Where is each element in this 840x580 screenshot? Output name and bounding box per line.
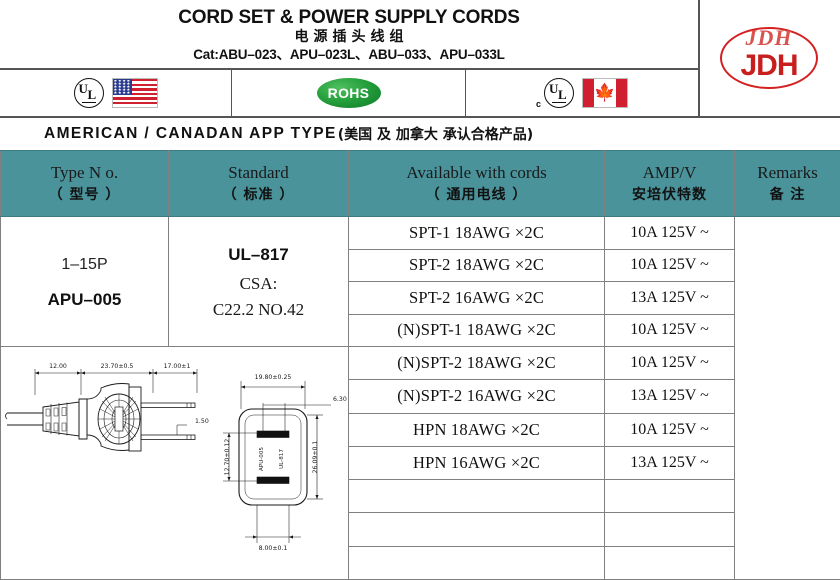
cell-standard: UL–817 CSA: C22.2 NO.42 <box>169 217 349 347</box>
page-title-en: CORD SET & POWER SUPPLY CORDS <box>178 7 520 29</box>
type-no-line2: APU–005 <box>1 284 168 316</box>
label-type-no: APU-005 <box>259 447 265 471</box>
cell-amp <box>605 480 735 513</box>
cell-remarks <box>735 217 840 580</box>
col-header-cords-en: Available with cords <box>349 161 604 186</box>
cell-cord <box>349 513 605 546</box>
cert-ul-us: ★★★★★★★★★★★★★★★★★★★★★★★★★★★★ <box>0 70 232 116</box>
dim-front-slot: 6.30±0.05 <box>333 396 347 403</box>
cell-cord: HPN 18AWG ×2C <box>349 413 605 446</box>
cell-amp: 13A 125V ~ <box>605 380 735 413</box>
standard-line3: C22.2 NO.42 <box>169 297 348 323</box>
cell-cord: (N)SPT-1 18AWG ×2C <box>349 314 605 347</box>
cert-cul-canada: c 🍁 <box>466 70 698 116</box>
app-type-en: AMERICAN / CANADAN APP TYPE <box>44 125 337 143</box>
cell-cord: (N)SPT-2 18AWG ×2C <box>349 347 605 380</box>
cell-amp: 13A 125V ~ <box>605 446 735 479</box>
col-header-remarks-cn: 备 注 <box>735 185 840 206</box>
cell-amp: 10A 125V ~ <box>605 314 735 347</box>
cell-amp: 10A 125V ~ <box>605 217 735 250</box>
cell-cord <box>349 480 605 513</box>
app-type-cn: (美国 及 加拿大 承认合格产品) <box>338 124 533 144</box>
label-standard: UL-817 <box>279 449 285 469</box>
table-header-row: Type N o. （ 型号 ） Standard （ 标准 ） Availab… <box>1 151 840 217</box>
dim-side-b: 23.70±0.5 <box>101 363 134 370</box>
certification-row: ★★★★★★★★★★★★★★★★★★★★★★★★★★★★ ROHS c 🍁 <box>0 70 698 116</box>
title-area: CORD SET & POWER SUPPLY CORDS 电源插头线组 Cat… <box>0 0 698 70</box>
dim-side-d: 1.50 <box>195 418 209 425</box>
cell-amp: 10A 125V ~ <box>605 347 735 380</box>
specification-table: Type N o. （ 型号 ） Standard （ 标准 ） Availab… <box>0 150 840 580</box>
table-row: 12.00 23.70±0.5 17.00±1 1.50 19.80±0.25 … <box>1 347 840 380</box>
col-header-standard: Standard （ 标准 ） <box>169 151 349 217</box>
plug-drawing-svg: 12.00 23.70±0.5 17.00±1 1.50 19.80±0.25 … <box>1 347 347 579</box>
cell-cord: SPT-2 16AWG ×2C <box>349 282 605 315</box>
dim-side-a: 12.00 <box>49 363 67 370</box>
type-no-line1: 1–15P <box>1 247 168 284</box>
standard-line1: UL–817 <box>169 239 348 270</box>
sheet-header: CORD SET & POWER SUPPLY CORDS 电源插头线组 Cat… <box>0 0 840 118</box>
cell-amp <box>605 513 735 546</box>
united-states-flag-icon: ★★★★★★★★★★★★★★★★★★★★★★★★★★★★ <box>112 78 158 108</box>
cell-amp: 10A 125V ~ <box>605 413 735 446</box>
dim-front-left: 12.70±0.12 <box>224 439 231 476</box>
dim-front-bottom: 8.00±0.1 <box>259 545 288 552</box>
cell-cord: SPT-1 18AWG ×2C <box>349 217 605 250</box>
logo-script-text: JDH <box>714 25 824 51</box>
rohs-icon: ROHS <box>317 78 381 108</box>
cert-rohs: ROHS <box>232 70 466 116</box>
cell-cord: (N)SPT-2 16AWG ×2C <box>349 380 605 413</box>
cell-cord: SPT-2 18AWG ×2C <box>349 249 605 282</box>
technical-drawing: 12.00 23.70±0.5 17.00±1 1.50 19.80±0.25 … <box>1 347 347 579</box>
cul-icon <box>544 78 574 108</box>
col-header-cords-cn: （ 通用电线 ） <box>349 185 604 206</box>
cul-prefix-label: c <box>536 99 541 109</box>
logo-bold-text: JDH <box>714 49 824 83</box>
cell-technical-drawing: 12.00 23.70±0.5 17.00±1 1.50 19.80±0.25 … <box>1 347 349 580</box>
col-header-cords: Available with cords （ 通用电线 ） <box>349 151 605 217</box>
col-header-amp-cn: 安培伏特数 <box>605 185 734 206</box>
dim-front-width: 19.80±0.25 <box>255 374 292 381</box>
canada-flag-icon: 🍁 <box>582 78 628 108</box>
catalog-numbers: Cat:ABU–023、APU–023L、ABU–033、APU–033L <box>193 47 504 64</box>
cell-amp: 13A 125V ~ <box>605 282 735 315</box>
col-header-standard-cn: （ 标准 ） <box>169 185 348 206</box>
col-header-type-no-en: Type N o. <box>1 161 168 186</box>
app-type-banner: AMERICAN / CANADAN APP TYPE (美国 及 加拿大 承认… <box>0 118 840 150</box>
col-header-type-no-cn: （ 型号 ） <box>1 185 168 206</box>
col-header-standard-en: Standard <box>169 161 348 186</box>
col-header-remarks-en: Remarks <box>735 161 840 186</box>
col-header-amp-en: AMP/V <box>605 161 734 186</box>
page-title-cn: 电源插头线组 <box>290 28 409 46</box>
dim-side-c: 17.00±1 <box>164 363 191 370</box>
cell-cord: HPN 16AWG ×2C <box>349 446 605 479</box>
header-left: CORD SET & POWER SUPPLY CORDS 电源插头线组 Cat… <box>0 0 700 116</box>
jdh-logo: JDH JDH <box>714 15 824 101</box>
standard-line2: CSA: <box>169 271 348 297</box>
col-header-amp: AMP/V 安培伏特数 <box>605 151 735 217</box>
cell-amp: 10A 125V ~ <box>605 249 735 282</box>
header-right: JDH JDH <box>700 0 838 116</box>
dim-front-height: 26.09±0.1 <box>312 441 319 474</box>
cell-type-no: 1–15P APU–005 <box>1 217 169 347</box>
table-row: 1–15P APU–005 UL–817 CSA: C22.2 NO.42 SP… <box>1 217 840 250</box>
cell-cord <box>349 546 605 579</box>
col-header-type-no: Type N o. （ 型号 ） <box>1 151 169 217</box>
ul-icon <box>74 78 104 108</box>
col-header-remarks: Remarks 备 注 <box>735 151 840 217</box>
cell-amp <box>605 546 735 579</box>
